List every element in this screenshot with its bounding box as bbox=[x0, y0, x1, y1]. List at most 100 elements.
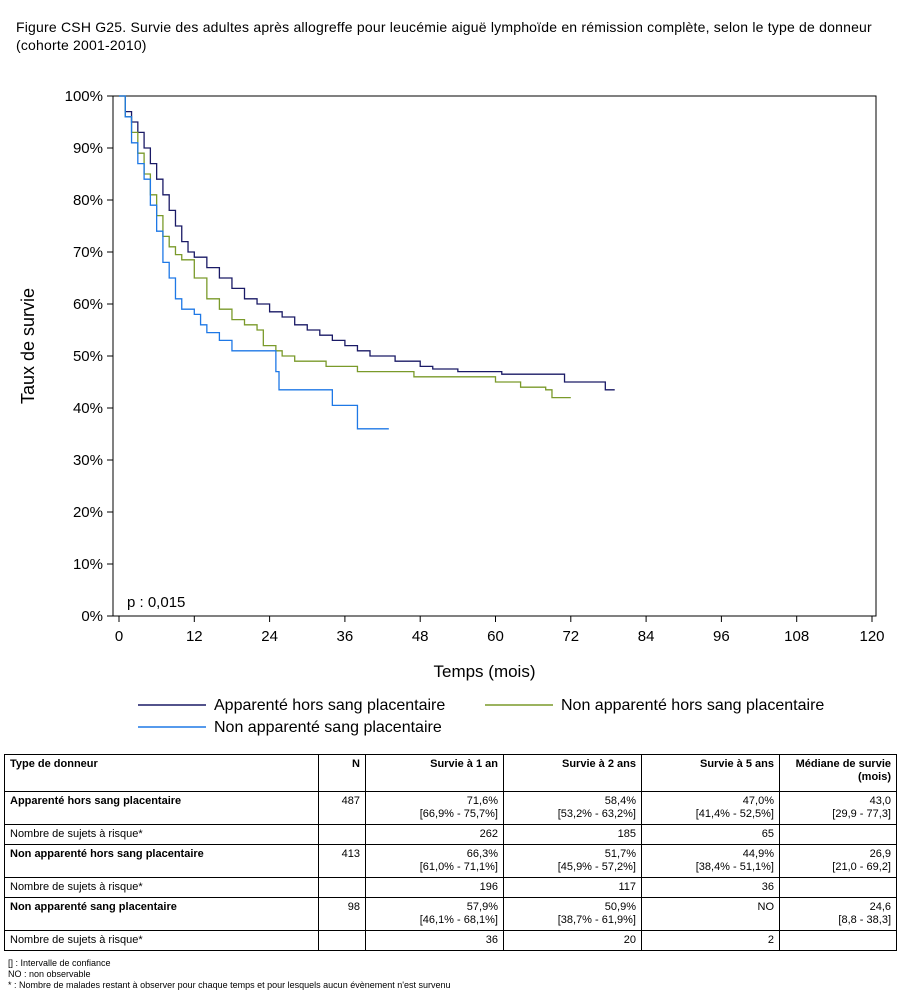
cell-survival-2y: 58,4% [53,2% - 63,2%] bbox=[503, 791, 642, 825]
y-tick-label: 90% bbox=[73, 140, 103, 157]
cell-empty bbox=[318, 824, 366, 845]
p-value-annotation: p : 0,015 bbox=[127, 594, 185, 611]
cell-at-risk-1y: 262 bbox=[365, 824, 504, 845]
confidence-interval: [8,8 - 38,3] bbox=[838, 914, 891, 926]
table-row-group: Apparenté hors sang placentaire 487 71,6%[… bbox=[4, 791, 897, 825]
cell-survival-5y: NO bbox=[641, 897, 780, 931]
confidence-interval: [21,0 - 69,2] bbox=[832, 861, 891, 873]
value: 24,6 bbox=[869, 901, 891, 913]
cell-n: 98 bbox=[318, 897, 366, 931]
x-tick-label: 84 bbox=[638, 628, 655, 645]
x-tick-label: 12 bbox=[186, 628, 203, 645]
cell-empty bbox=[779, 824, 897, 845]
table-header-row: Type de donneur N Survie à 1 an Survie à… bbox=[4, 754, 897, 792]
x-tick-label: 0 bbox=[115, 628, 123, 645]
cell-at-risk-2y: 117 bbox=[503, 877, 642, 898]
value: 47,0% bbox=[742, 795, 774, 807]
cell-at-risk-2y: 185 bbox=[503, 824, 642, 845]
confidence-interval: [38,4% - 51,1%] bbox=[695, 861, 774, 873]
x-tick-label: 60 bbox=[487, 628, 504, 645]
cell-survival-2y: 51,7% [45,9% - 57,2%] bbox=[503, 844, 642, 878]
y-tick-label: 50% bbox=[73, 348, 103, 365]
note-no: NO : non observable bbox=[8, 969, 91, 979]
confidence-interval: [41,4% - 52,5%] bbox=[695, 808, 774, 820]
table-row-group: Non apparenté sang placentaire 98 57,9% [46… bbox=[4, 897, 897, 931]
cell-survival-5y: 44,9% [38,4% - 51,1%] bbox=[641, 844, 780, 878]
cell-empty bbox=[779, 930, 897, 951]
x-tick-label: 120 bbox=[859, 628, 884, 645]
value: 66,3% bbox=[466, 848, 498, 860]
confidence-interval: [29,9 - 77,3] bbox=[832, 808, 891, 820]
table-notes: [] : Intervalle de confiance NO : non ob… bbox=[8, 958, 450, 991]
table-row-at-risk: Nombre de sujets à risque* 262 185 65 bbox=[4, 824, 897, 845]
cell-at-risk-label: Nombre de sujets à risque* bbox=[4, 824, 319, 845]
cell-n: 413 bbox=[318, 844, 366, 878]
figure-title: Figure CSH G25. Survie des adultes après… bbox=[16, 19, 872, 53]
cell-median-survival: 43,0 [29,9 - 77,3] bbox=[779, 791, 897, 825]
legend-label: Non apparenté hors sang placentaire bbox=[561, 697, 824, 714]
legend-label: Apparenté hors sang placentaire bbox=[214, 697, 445, 714]
cell-at-risk-1y: 196 bbox=[365, 877, 504, 898]
chart-axes: 0% 10% 20% 30% 40% 50% 60% 70% 80% 90% 100% 0 12 24 36… bbox=[18, 88, 885, 681]
y-tick-label: 70% bbox=[73, 244, 103, 261]
cell-at-risk-label: Nombre de sujets à risque* bbox=[4, 877, 319, 898]
note-at-risk: * : Nombre de malades restant à observer… bbox=[8, 980, 451, 990]
series-line-1 bbox=[119, 95, 615, 391]
results-table: Type de donneur N Survie à 1 an Survie à… bbox=[4, 754, 897, 951]
cell-survival-1y: 57,9% [46,1% - 68,1%] bbox=[365, 897, 504, 931]
x-tick-label: 96 bbox=[713, 628, 730, 645]
legend-label: Non apparenté sang placentaire bbox=[214, 719, 442, 736]
cell-at-risk-1y: 36 bbox=[365, 930, 504, 951]
cell-n: 487 bbox=[318, 791, 366, 825]
y-axis-label: Taux de survie bbox=[18, 288, 38, 404]
value: 51,7% bbox=[604, 848, 636, 860]
x-tick-label: 72 bbox=[562, 628, 579, 645]
y-tick-label: 20% bbox=[73, 504, 103, 521]
series-line-3 bbox=[119, 95, 389, 430]
y-tick-label: 100% bbox=[65, 88, 103, 105]
header-survival-5y: Survie à 5 ans bbox=[641, 754, 780, 792]
chart-legend: Apparenté hors sang placentaire Non appar… bbox=[138, 697, 824, 736]
y-tick-label: 10% bbox=[73, 556, 103, 573]
cell-survival-2y: 50,9% [38,7% - 61,9%] bbox=[503, 897, 642, 931]
cell-survival-5y: 47,0% [41,4% - 52,5%] bbox=[641, 791, 780, 825]
x-tick-label: 24 bbox=[261, 628, 278, 645]
survival-chart: 0% 10% 20% 30% 40% 50% 60% 70% 80% 90% 100% 0 12 24 36… bbox=[18, 88, 885, 736]
value: 26,9 bbox=[869, 848, 891, 860]
chart-series bbox=[119, 95, 615, 430]
table-row-at-risk: Nombre de sujets à risque* 196 117 36 bbox=[4, 877, 897, 898]
x-tick-label: 108 bbox=[784, 628, 809, 645]
y-tick-label: 80% bbox=[73, 192, 103, 209]
table-row-group: Non apparenté hors sang placentaire 413 66… bbox=[4, 844, 897, 878]
value: 44,9% bbox=[742, 848, 774, 860]
cell-donor-type: Non apparenté hors sang placentaire bbox=[4, 844, 319, 878]
value: 57,9% bbox=[466, 901, 498, 913]
header-donor-type: Type de donneur bbox=[4, 754, 319, 792]
confidence-interval: [38,7% - 61,9%] bbox=[557, 914, 636, 926]
cell-survival-1y: 66,3% [61,0% - 71,1%] bbox=[365, 844, 504, 878]
header-n: N bbox=[318, 754, 366, 792]
cell-survival-1y: 71,6% [66,9% - 75,7%] bbox=[365, 791, 504, 825]
cell-at-risk-5y: 65 bbox=[641, 824, 780, 845]
confidence-interval: [53,2% - 63,2%] bbox=[557, 808, 636, 820]
series-line-2 bbox=[119, 95, 571, 399]
cell-at-risk-label: Nombre de sujets à risque* bbox=[4, 930, 319, 951]
y-tick-label: 30% bbox=[73, 452, 103, 469]
value: 50,9% bbox=[604, 901, 636, 913]
plot-frame bbox=[112, 95, 877, 617]
cell-empty bbox=[318, 877, 366, 898]
confidence-interval: [45,9% - 57,2%] bbox=[557, 861, 636, 873]
x-tick-label: 48 bbox=[412, 628, 429, 645]
confidence-interval: [66,9% - 75,7%] bbox=[419, 808, 498, 820]
cell-median-survival: 26,9 [21,0 - 69,2] bbox=[779, 844, 897, 878]
cell-empty bbox=[779, 877, 897, 898]
cell-median-survival: 24,6 [8,8 - 38,3] bbox=[779, 897, 897, 931]
x-axis-label: Temps (mois) bbox=[433, 662, 535, 681]
y-tick-label: 40% bbox=[73, 400, 103, 417]
cell-at-risk-5y: 2 bbox=[641, 930, 780, 951]
value: 58,4% bbox=[604, 795, 636, 807]
cell-at-risk-2y: 20 bbox=[503, 930, 642, 951]
cell-at-risk-5y: 36 bbox=[641, 877, 780, 898]
cell-donor-type: Apparenté hors sang placentaire bbox=[4, 791, 319, 825]
note-ci: [] : Intervalle de confiance bbox=[8, 958, 111, 968]
